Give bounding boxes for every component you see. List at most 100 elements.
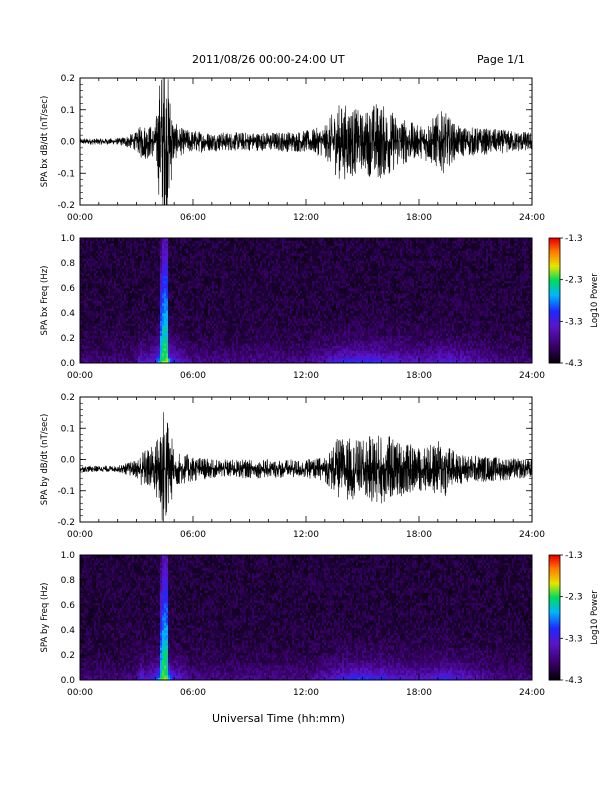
- spectrogram-cell: [238, 248, 241, 251]
- spectrogram-cell: [176, 345, 179, 349]
- spectrogram-cell: [158, 285, 161, 289]
- spectrogram-cell: [154, 280, 157, 284]
- spectrogram-cell: [208, 308, 211, 311]
- spectrogram-cell: [186, 340, 189, 344]
- spectrogram-cell: [172, 280, 175, 284]
- spectrogram-cell: [92, 240, 95, 244]
- spectrogram-cell: [246, 358, 249, 361]
- spectrogram-cell: [212, 253, 215, 256]
- spectrogram-cell: [180, 250, 183, 254]
- spectrogram-cell: [248, 333, 251, 336]
- spectrogram-cell: [234, 253, 237, 256]
- spectrogram-cell: [238, 280, 241, 284]
- spectrogram-cell: [196, 338, 199, 341]
- spectrogram-cell: [176, 263, 179, 266]
- spectrogram-cell: [104, 345, 107, 349]
- spectrogram-cell: [196, 245, 199, 249]
- spectrogram-cell: [126, 323, 129, 326]
- spectrogram-cell: [150, 263, 153, 266]
- spectrogram-cell: [126, 350, 129, 354]
- spectrogram-cell: [202, 303, 205, 306]
- spectrogram-cell: [86, 310, 89, 314]
- spectrogram-cell: [82, 343, 85, 346]
- spectrogram-cell: [196, 278, 199, 281]
- spectrogram-cell: [158, 338, 161, 341]
- spectrogram-cell: [176, 250, 179, 254]
- spectrogram-cell: [112, 360, 115, 364]
- spectrogram-cell: [218, 265, 221, 269]
- spectrogram-cell: [196, 358, 199, 361]
- spectrogram-cell: [146, 268, 149, 271]
- spectrogram-cell: [194, 318, 197, 321]
- spectrogram-cell: [224, 313, 227, 316]
- spectrogram-cell: [154, 298, 157, 301]
- spectrogram-cell: [204, 243, 207, 246]
- spectrogram-cell: [184, 335, 187, 339]
- spectrogram-cell: [186, 258, 189, 261]
- spectrogram-cell: [196, 248, 199, 251]
- spectrogram-cell: [250, 338, 253, 341]
- spectrogram-cell: [184, 303, 187, 306]
- spectrogram-cell: [114, 313, 117, 316]
- spectrogram-cell: [252, 258, 255, 261]
- spectrogram-cell: [96, 268, 99, 271]
- spectrogram-cell: [162, 310, 165, 314]
- spectrogram-cell: [140, 270, 143, 274]
- spectrogram-cell: [228, 268, 231, 271]
- spectrogram-cell: [90, 280, 93, 284]
- spectrogram-cell: [134, 265, 137, 269]
- spectrogram-cell: [98, 348, 101, 351]
- spectrogram-cell: [168, 333, 171, 336]
- spectrogram-cell: [228, 283, 231, 286]
- spectrogram-cell: [190, 240, 193, 244]
- spectrogram-cell: [182, 250, 185, 254]
- spectrogram-cell: [150, 245, 153, 249]
- spectrogram-cell: [162, 288, 165, 291]
- spectrogram-cell: [142, 245, 145, 249]
- spectrogram-cell: [202, 258, 205, 261]
- spectrogram-cell: [112, 358, 115, 361]
- spectrogram-cell: [226, 300, 229, 304]
- spectrogram-cell: [166, 293, 169, 296]
- spectrogram-cell: [120, 345, 123, 349]
- spectrogram-cell: [134, 323, 137, 326]
- spectrogram-cell: [122, 265, 125, 269]
- spectrogram-cell: [146, 295, 149, 299]
- spectrogram-cell: [226, 295, 229, 299]
- spectrogram-cell: [172, 328, 175, 331]
- spectrogram-cell: [144, 350, 147, 354]
- spectrogram-cell: [114, 358, 117, 361]
- spectrogram-cell: [204, 238, 207, 241]
- spectrogram-cell: [130, 328, 133, 331]
- spectrogram-cell: [92, 335, 95, 339]
- spectrogram-cell: [166, 250, 169, 254]
- spectrogram-cell: [80, 253, 83, 256]
- spectrogram-cell: [238, 298, 241, 301]
- spectrogram-cell: [240, 288, 243, 291]
- spectrogram-cell: [232, 350, 235, 354]
- spectrogram-cell: [158, 348, 161, 351]
- spectrogram-cell: [198, 285, 201, 289]
- spectrogram-cell: [192, 338, 195, 341]
- spectrogram-cell: [134, 288, 137, 291]
- spectrogram-cell: [124, 280, 127, 284]
- spectrogram-cell: [156, 238, 159, 241]
- spectrogram-cell: [114, 315, 117, 319]
- spectrogram-cell: [172, 338, 175, 341]
- spectrogram-cell: [246, 258, 249, 261]
- spectrogram-cell: [200, 310, 203, 314]
- spectrogram-cell: [238, 268, 241, 271]
- spectrogram-cell: [218, 270, 221, 274]
- spectrogram-cell: [196, 268, 199, 271]
- spectrogram-cell: [190, 243, 193, 246]
- spectrogram-cell: [170, 350, 173, 354]
- spectrogram-cell: [220, 330, 223, 334]
- spectrogram-cell: [174, 295, 177, 299]
- spectrogram-cell: [206, 320, 209, 324]
- spectrogram-cell: [96, 260, 99, 264]
- spectrogram-cell: [236, 278, 239, 281]
- spectrogram-cell: [214, 293, 217, 296]
- spectrogram-cell: [128, 333, 131, 336]
- spectrogram-cell: [254, 303, 257, 306]
- spectrogram-cell: [162, 305, 165, 309]
